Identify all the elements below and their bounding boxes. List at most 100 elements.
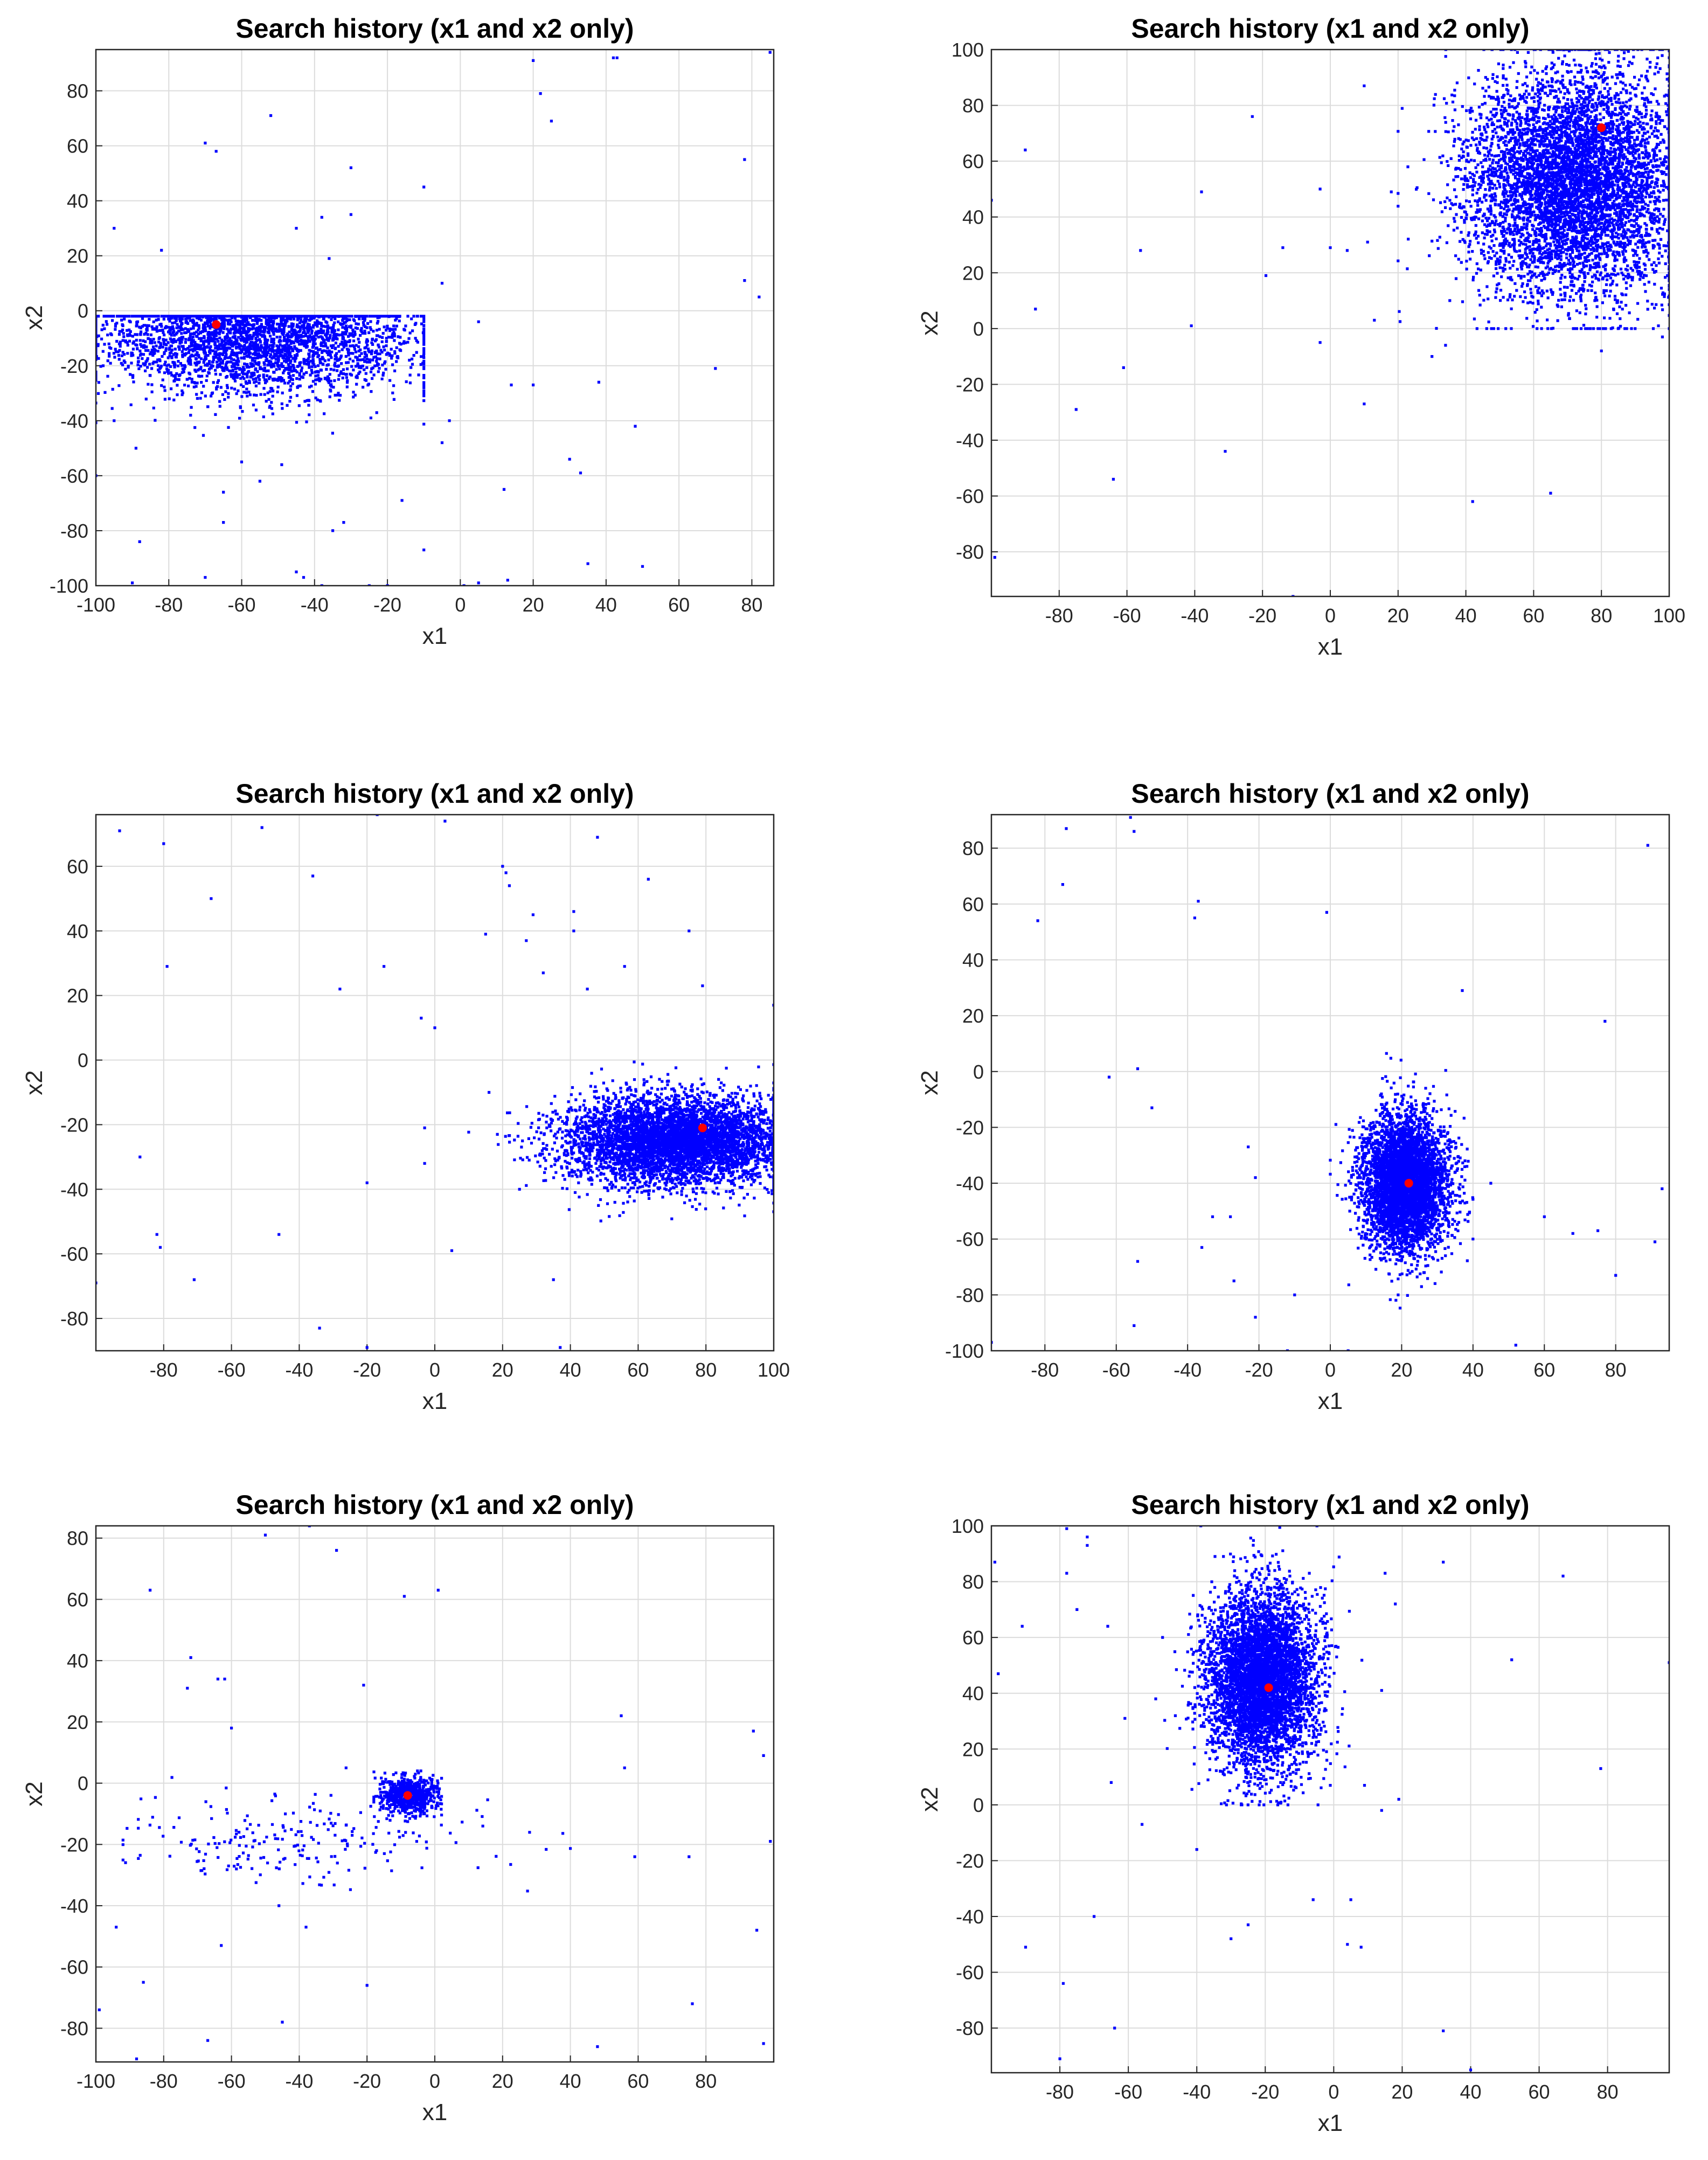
- x-tick-label: 60: [1533, 1359, 1555, 1381]
- y-tick-label: -40: [956, 1172, 984, 1194]
- y-tick-label: 80: [962, 837, 984, 859]
- x-tick-label: -80: [150, 2070, 178, 2092]
- x-tick-label: 20: [523, 594, 544, 616]
- x-tick-label: 0: [1325, 605, 1336, 627]
- x-tick-label: -20: [1245, 1359, 1273, 1381]
- x-tick-label: -20: [1248, 605, 1276, 627]
- best-point-marker: [1404, 1179, 1413, 1188]
- x-tick-label: 40: [1462, 1359, 1484, 1381]
- y-tick-label: 0: [973, 318, 984, 340]
- x-tick-label: -60: [218, 2070, 246, 2092]
- y-tick-label: -20: [60, 1114, 88, 1136]
- scatter-panel-3: -80 -60 -40 -20 0 20 40 60 80 100 -80 -60 -40 -20 0 20 4…: [21, 779, 790, 1414]
- y-axis-label: x2: [917, 1787, 943, 1811]
- axes-frame: [95, 1525, 775, 2063]
- search-points: [991, 50, 1669, 596]
- x-tick-label: -80: [1045, 605, 1073, 627]
- x-tick-label: -40: [1183, 2081, 1211, 2103]
- y-tick-label: 60: [67, 856, 88, 878]
- y-tick-label: 40: [67, 920, 88, 942]
- y-tick-label: 80: [962, 95, 984, 117]
- plot-area: [991, 1526, 1669, 2073]
- x-axis-label: x1: [1318, 1388, 1343, 1414]
- x-tick-label: 20: [1387, 605, 1409, 627]
- y-tick-label: 0: [973, 1794, 984, 1816]
- y-tick-label: 80: [67, 1527, 88, 1550]
- y-tick-label: -20: [956, 1850, 984, 1872]
- x-axis-label: x1: [422, 1388, 447, 1414]
- x-tick-label: -60: [1102, 1359, 1130, 1381]
- x-tick-label: 100: [1653, 605, 1685, 627]
- y-tick-label: 60: [962, 893, 984, 915]
- best-point-marker: [212, 320, 221, 329]
- x-tick-label: 40: [560, 1359, 581, 1381]
- x-tick-label: -20: [1251, 2081, 1279, 2103]
- x-tick-label: 40: [1455, 605, 1477, 627]
- scatter-panel-2: -80 -60 -40 -20 0 20 40 60 80 100 -80 -60 -40 -20 0 20 4…: [917, 13, 1685, 660]
- axes-frame: [990, 48, 1670, 598]
- y-tick-label: -60: [956, 1962, 984, 1984]
- x-tick-label: -80: [1031, 1359, 1059, 1381]
- x-tick-label: 60: [1529, 2081, 1550, 2103]
- x-tick-label: 0: [1328, 2081, 1339, 2103]
- y-tick-label: 60: [67, 1588, 88, 1610]
- search-points: [98, 1526, 772, 2060]
- chart-title: Search history (x1 and x2 only): [1131, 1490, 1529, 1520]
- y-tick-label: -80: [956, 1284, 984, 1306]
- x-tick-label: 20: [1391, 2081, 1413, 2103]
- y-tick-label: 40: [962, 949, 984, 971]
- scatter-panel-6: -80 -60 -40 -20 0 20 40 60 80 -80 -60 -40 -20 0 20 40 60…: [917, 1490, 1670, 2136]
- y-tick-label: -40: [956, 1906, 984, 1928]
- x-axis-label: x1: [1318, 634, 1343, 660]
- y-axis-label: x2: [21, 1070, 47, 1095]
- y-tick-label: 20: [67, 985, 88, 1007]
- x-tick-label: -60: [218, 1359, 246, 1381]
- chart-title: Search history (x1 and x2 only): [1131, 779, 1529, 809]
- x-tick-label: 40: [560, 2070, 581, 2092]
- best-point-marker: [1597, 123, 1606, 132]
- y-tick-label: 100: [952, 39, 984, 61]
- x-tick-label: 20: [492, 2070, 513, 2092]
- y-tick-label: 0: [78, 300, 88, 322]
- x-tick-label: -100: [77, 2070, 115, 2092]
- x-tick-label: -40: [1174, 1359, 1202, 1381]
- search-point-cloud: [991, 50, 1669, 596]
- x-tick-label: 40: [1460, 2081, 1481, 2103]
- y-tick-label: -80: [60, 2017, 88, 2039]
- x-tick-label: 0: [455, 594, 466, 616]
- y-tick-label: -20: [956, 1116, 984, 1138]
- chart-title: Search history (x1 and x2 only): [235, 1490, 634, 1520]
- axes-frame: [990, 1525, 1670, 2074]
- best-point-marker: [403, 1791, 412, 1800]
- y-tick-label: -60: [956, 1228, 984, 1251]
- x-tick-label: -20: [353, 1359, 381, 1381]
- x-tick-label: 80: [695, 1359, 717, 1381]
- x-tick-label: 40: [595, 594, 617, 616]
- y-tick-label: 100: [952, 1515, 984, 1537]
- y-axis-label: x2: [917, 1070, 943, 1095]
- x-tick-label: 80: [741, 594, 762, 616]
- chart-title: Search history (x1 and x2 only): [1131, 13, 1529, 44]
- y-tick-label: 40: [67, 190, 88, 212]
- scatter-panel-4: -80 -60 -40 -20 0 20 40 60 80 -100 -80 -60 -40 -20 0 20…: [917, 779, 1670, 1414]
- y-tick-label: 80: [67, 80, 88, 102]
- y-tick-label: -40: [956, 429, 984, 452]
- x-axis-label: x1: [422, 2099, 447, 2126]
- y-tick-label: 20: [67, 245, 88, 267]
- y-tick-label: -80: [60, 520, 88, 542]
- y-tick-label: 0: [78, 1773, 88, 1795]
- y-tick-label: -80: [956, 2017, 984, 2039]
- y-tick-label: -20: [956, 373, 984, 395]
- x-axis-label: x1: [422, 623, 447, 649]
- x-tick-label: 0: [429, 1359, 440, 1381]
- y-tick-label: 40: [962, 1683, 984, 1705]
- y-tick-label: -60: [60, 465, 88, 487]
- x-tick-label: 60: [627, 1359, 649, 1381]
- y-tick-label: -60: [60, 1956, 88, 1978]
- best-point-marker: [1264, 1683, 1273, 1692]
- x-tick-label: -60: [228, 594, 256, 616]
- x-tick-label: -40: [1181, 605, 1209, 627]
- y-tick-label: 0: [78, 1050, 88, 1072]
- y-tick-label: -100: [50, 575, 88, 597]
